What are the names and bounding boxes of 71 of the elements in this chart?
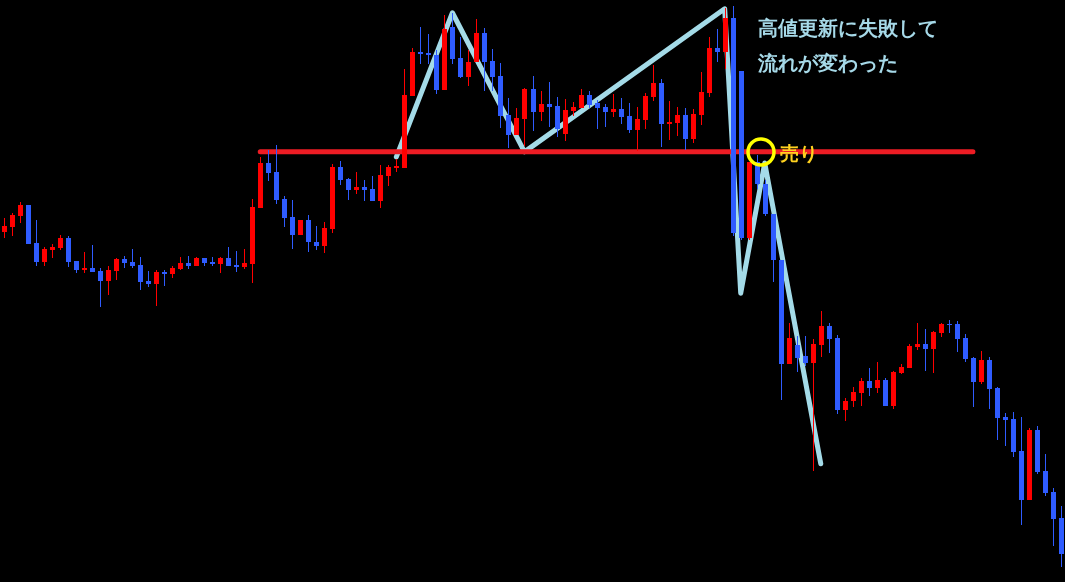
candlestick (42, 246, 47, 267)
candlestick (418, 26, 423, 65)
candlestick (386, 164, 391, 187)
candlestick (234, 250, 239, 273)
candlestick (506, 97, 511, 149)
candlestick (1003, 412, 1008, 447)
candlestick (154, 269, 159, 307)
candlestick (354, 171, 359, 195)
candlestick (106, 265, 111, 296)
candlestick (226, 246, 231, 267)
candlestick (138, 256, 143, 291)
candlestick (603, 103, 608, 128)
candlestick (859, 377, 864, 407)
candlestick (955, 320, 960, 353)
candlestick (547, 81, 552, 128)
candlestick (795, 335, 800, 373)
candlestick (843, 397, 848, 422)
candlestick (514, 107, 519, 136)
candlestick (466, 49, 471, 87)
candlestick (242, 248, 247, 270)
candlestick (1043, 453, 1048, 497)
candlestick (90, 244, 95, 273)
candlestick (675, 106, 680, 137)
candlestick (851, 386, 856, 408)
candlestick (963, 333, 968, 363)
candlestick (2, 217, 7, 239)
candlestick (82, 251, 87, 274)
candlestick (635, 106, 640, 152)
candlestick (595, 99, 600, 130)
candlestick (811, 338, 816, 472)
candlestick (282, 195, 287, 228)
candlestick (362, 179, 367, 202)
annotation: 高値更新に失敗して流れが変わった (757, 16, 938, 75)
candlestick (699, 71, 704, 126)
candlestick (314, 225, 319, 251)
candlestick (803, 335, 808, 367)
candlestick (931, 330, 936, 374)
candlestick (34, 219, 39, 267)
candlestick (458, 36, 463, 79)
candlestick (907, 343, 912, 369)
candlestick (130, 248, 135, 269)
candlestick (531, 75, 536, 132)
candlestick (426, 33, 431, 65)
candlestick (923, 328, 928, 372)
candlestick (114, 257, 119, 281)
candlestick (627, 102, 632, 134)
candlestick (490, 48, 495, 92)
candlestick (338, 160, 343, 186)
candlestick (619, 97, 624, 125)
candlestick (611, 93, 616, 118)
candlestick (346, 177, 351, 201)
candlestick (266, 149, 271, 182)
candlestick (322, 221, 327, 254)
candlestick (98, 267, 103, 308)
candlestick (290, 199, 295, 250)
candlestick (827, 322, 832, 354)
candlestick (306, 214, 311, 253)
candlestick (875, 361, 880, 394)
annotation: 売り (780, 142, 818, 164)
candlestick (10, 212, 15, 237)
candlestick (66, 235, 71, 268)
candlestick (667, 100, 672, 141)
candlestick (539, 90, 544, 122)
candlestick (715, 28, 720, 63)
candlestick (18, 201, 23, 224)
candlestick (867, 367, 872, 397)
candlestick (555, 96, 560, 138)
candlestick (651, 64, 656, 102)
candlestick (819, 310, 824, 358)
candlestick (979, 350, 984, 385)
candlestick (370, 175, 375, 202)
